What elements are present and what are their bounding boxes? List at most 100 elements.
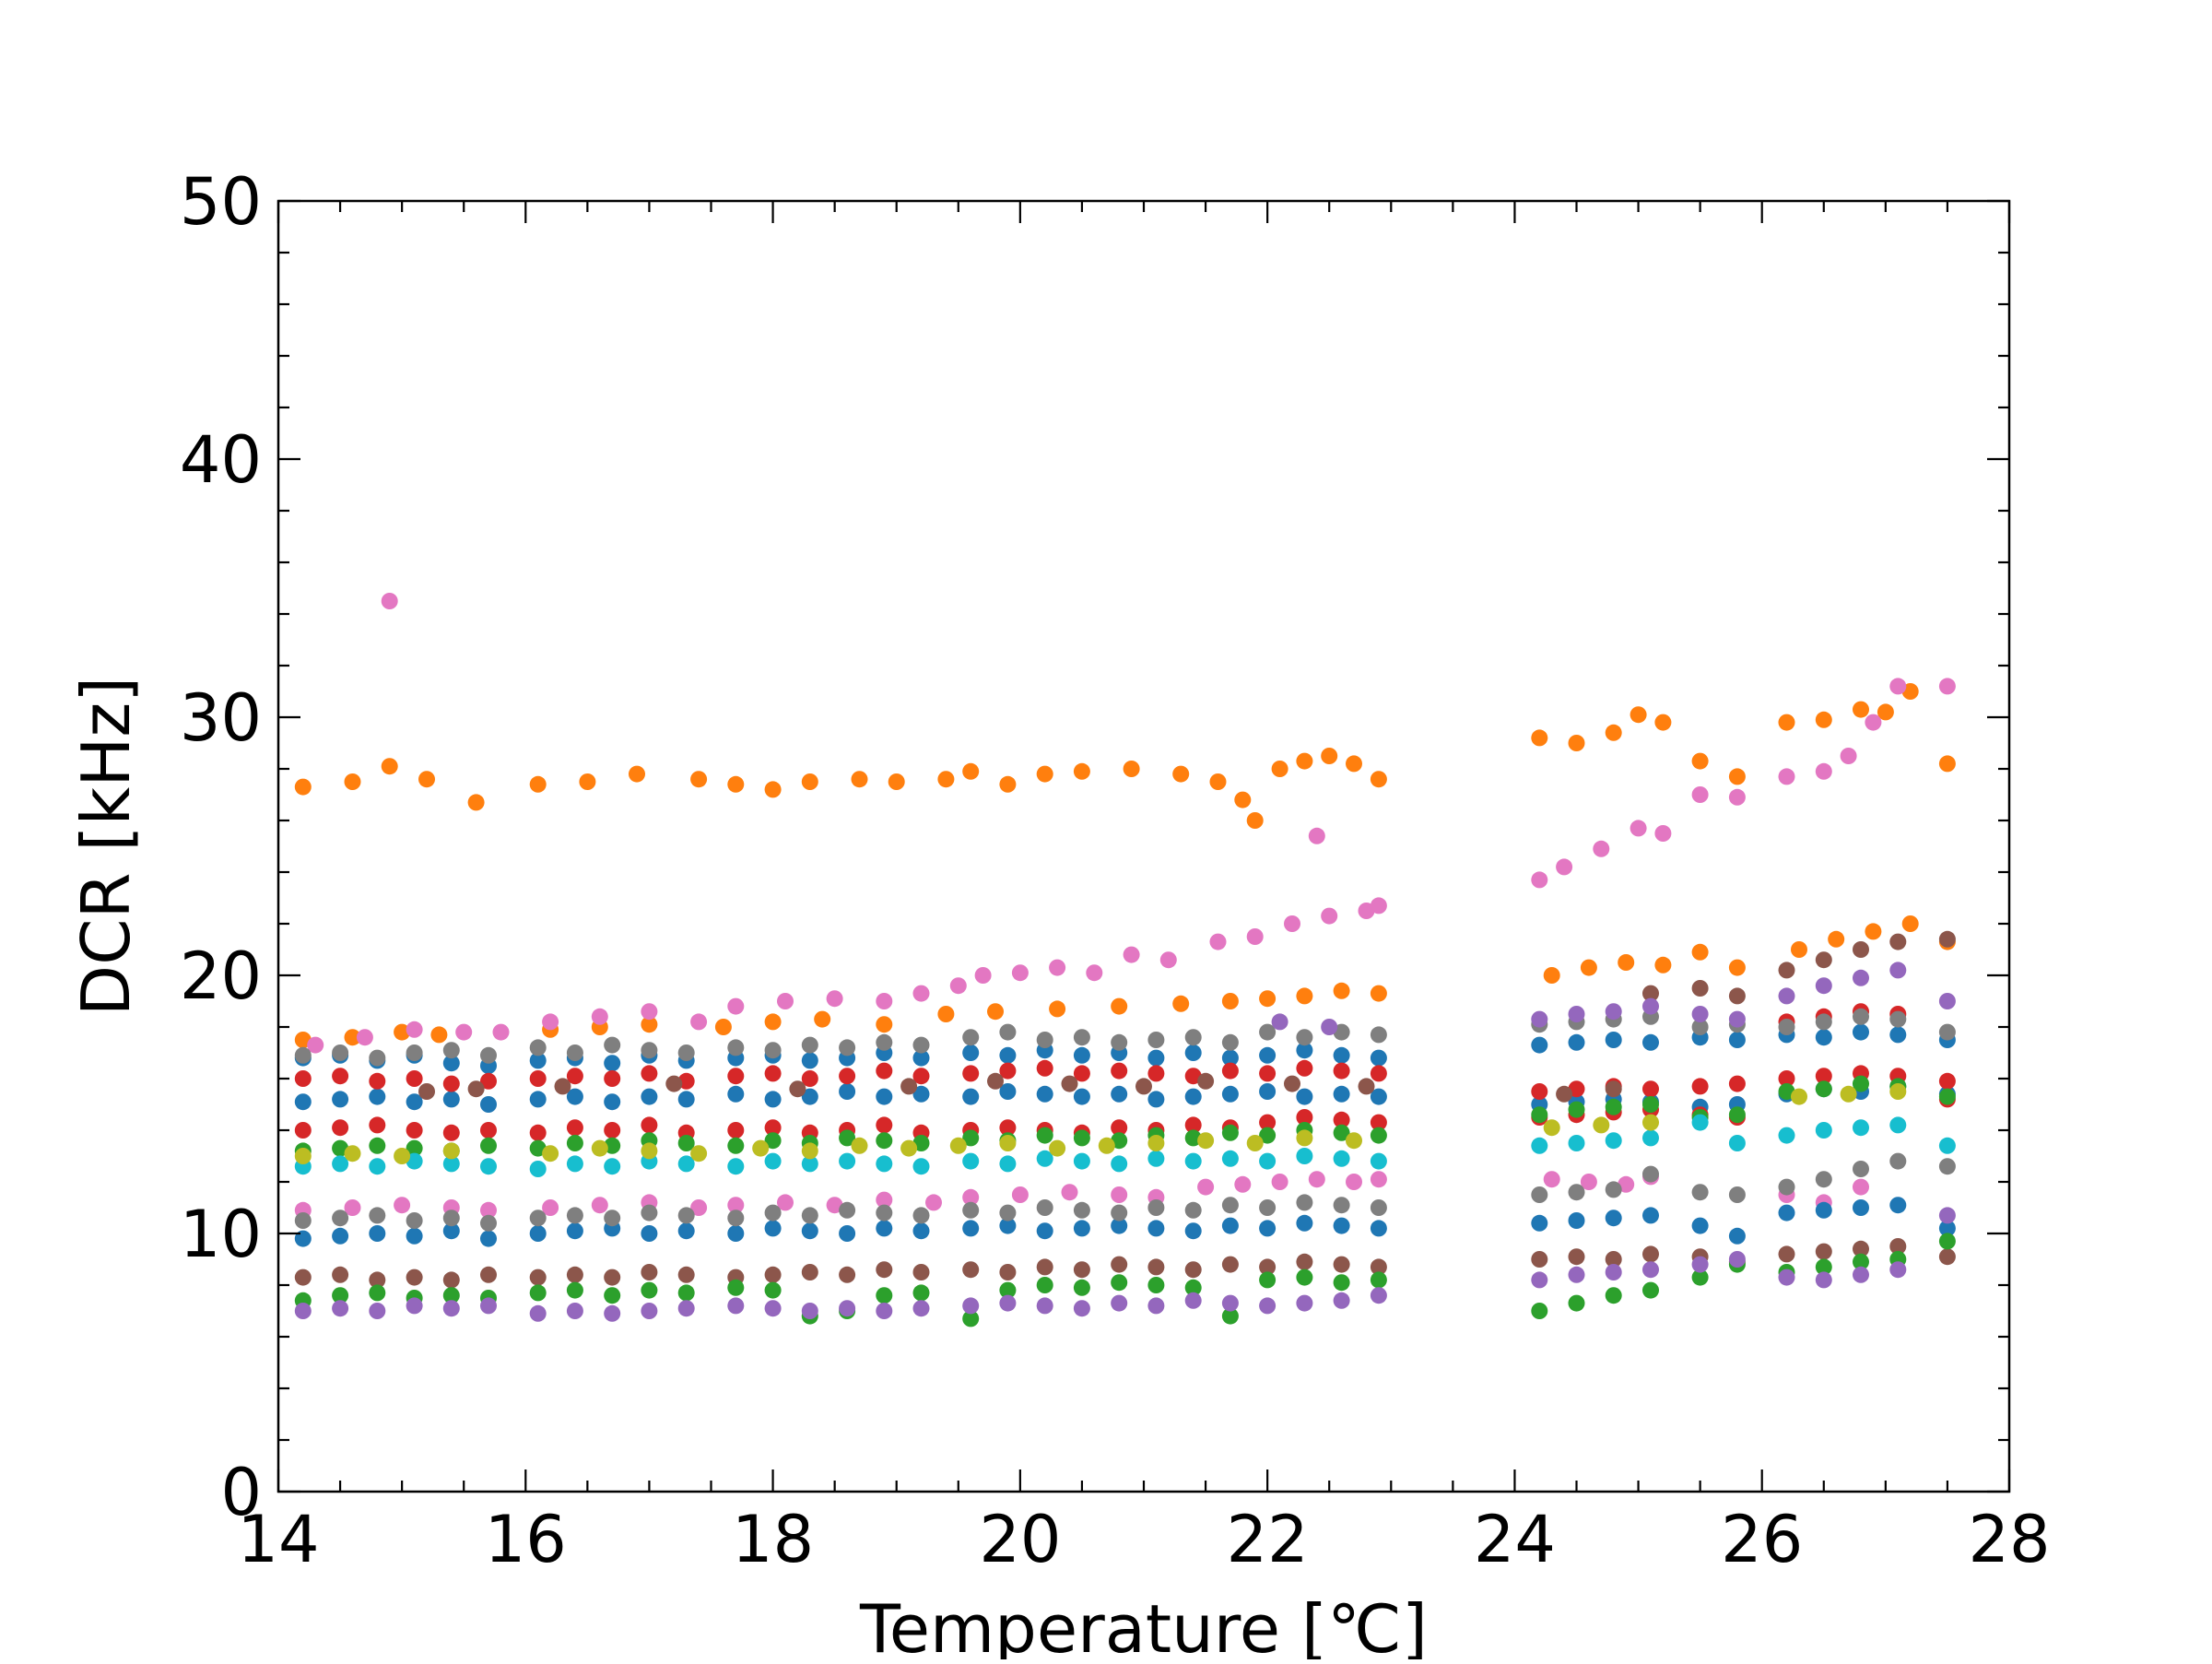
data-point	[1073, 1152, 1090, 1170]
data-point	[294, 1212, 312, 1229]
data-point	[764, 1152, 782, 1170]
data-point	[727, 1279, 745, 1296]
data-point	[344, 1145, 361, 1162]
data-point	[529, 1225, 547, 1242]
data-point	[1073, 1046, 1090, 1064]
data-point	[1221, 1217, 1239, 1234]
data-point	[962, 1261, 980, 1279]
data-point	[764, 1204, 782, 1221]
data-point	[332, 1119, 349, 1137]
data-point	[801, 773, 818, 790]
data-point	[1073, 1300, 1090, 1317]
data-point	[1531, 1010, 1548, 1028]
data-point	[1073, 1201, 1090, 1219]
data-point	[1370, 1258, 1387, 1276]
data-point	[1221, 1197, 1239, 1214]
data-point	[442, 1210, 460, 1227]
data-point	[1815, 1122, 1832, 1139]
data-point	[1197, 1072, 1215, 1090]
data-point	[1111, 997, 1128, 1015]
data-point	[1221, 1124, 1239, 1141]
data-point	[1073, 1261, 1090, 1279]
data-point	[1036, 1127, 1053, 1144]
data-point	[764, 1220, 782, 1237]
data-point	[1184, 1261, 1202, 1279]
data-point	[690, 1199, 708, 1216]
data-point	[442, 1300, 460, 1317]
data-point	[1938, 1233, 1956, 1250]
data-point	[876, 1204, 893, 1221]
data-point	[1728, 1032, 1746, 1048]
data-point	[529, 1284, 547, 1302]
data-point	[604, 1070, 621, 1087]
series-12	[418, 930, 1956, 1103]
data-point	[641, 1142, 658, 1160]
data-point	[999, 1264, 1017, 1280]
data-point	[1284, 915, 1300, 932]
data-point	[641, 1303, 658, 1319]
data-point	[1147, 1199, 1165, 1216]
data-point	[677, 1266, 695, 1283]
data-point	[344, 1029, 361, 1046]
data-point	[1333, 1085, 1350, 1103]
data-point	[480, 1266, 497, 1283]
data-point	[1778, 1127, 1795, 1144]
data-point	[369, 1137, 386, 1154]
data-point	[1642, 1165, 1659, 1183]
data-point	[1889, 1261, 1907, 1279]
data-point	[381, 758, 398, 775]
x-tick-label: 26	[1721, 1502, 1803, 1577]
data-point	[1778, 714, 1795, 731]
data-point	[987, 1072, 1004, 1090]
data-point	[1691, 980, 1709, 997]
data-point	[1036, 1085, 1053, 1103]
data-point	[442, 1222, 460, 1240]
data-point	[1728, 1251, 1746, 1268]
data-point	[604, 1158, 621, 1175]
data-point	[1568, 1033, 1585, 1051]
data-point	[1111, 1119, 1128, 1137]
data-point	[764, 1300, 782, 1317]
data-point	[566, 1207, 583, 1224]
data-point	[604, 1287, 621, 1304]
data-point	[764, 1119, 782, 1137]
data-point	[1111, 1186, 1128, 1203]
data-point	[430, 1026, 448, 1044]
data-point	[727, 1210, 745, 1227]
data-point	[1296, 752, 1313, 770]
data-point	[641, 1204, 658, 1221]
data-point	[1111, 1274, 1128, 1292]
data-point	[1271, 761, 1288, 777]
data-point	[1938, 1158, 1956, 1175]
data-point	[1853, 1199, 1869, 1216]
data-point	[912, 1222, 930, 1240]
data-point	[1654, 956, 1672, 974]
data-point	[1728, 768, 1746, 785]
data-point	[1815, 1271, 1832, 1289]
data-point	[542, 1145, 559, 1162]
data-point	[1938, 1072, 1956, 1090]
data-point	[1370, 985, 1387, 1002]
data-point	[1073, 1129, 1090, 1147]
data-point	[369, 1158, 386, 1175]
data-point	[1184, 1152, 1202, 1170]
data-point	[962, 1029, 980, 1046]
data-point	[467, 1080, 485, 1098]
data-point	[369, 1049, 386, 1067]
data-point	[1543, 1119, 1560, 1137]
data-point	[999, 1217, 1017, 1234]
data-point	[442, 1142, 460, 1160]
data-point	[727, 1225, 745, 1242]
data-point	[999, 1083, 1017, 1100]
data-point	[1691, 752, 1709, 770]
data-point	[962, 1201, 980, 1219]
data-point	[1778, 1269, 1795, 1286]
data-point	[1073, 1279, 1090, 1296]
data-point	[1308, 1171, 1325, 1188]
data-point	[332, 1227, 349, 1245]
data-point	[876, 1220, 893, 1237]
data-point	[1568, 1294, 1585, 1312]
data-point	[1938, 678, 1956, 695]
y-tick-label: 40	[180, 422, 262, 498]
data-point	[1853, 1240, 1869, 1257]
